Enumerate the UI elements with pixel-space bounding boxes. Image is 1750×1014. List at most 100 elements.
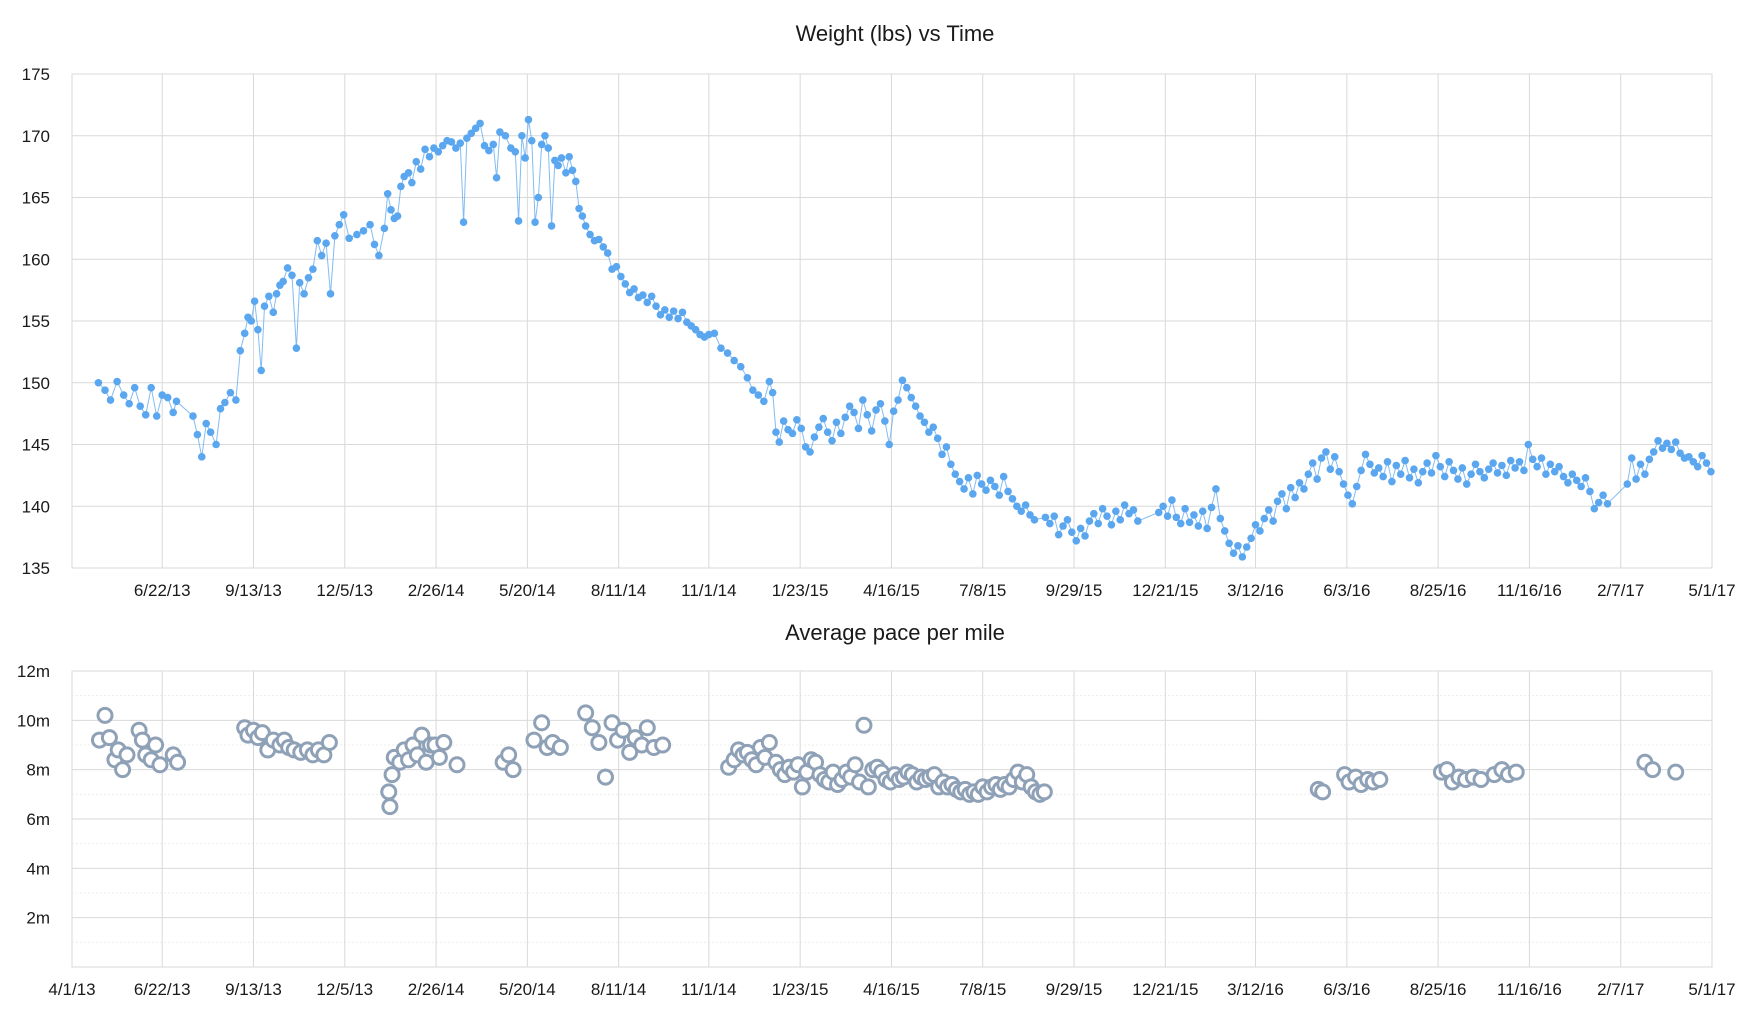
- data-point: [894, 396, 902, 404]
- data-point: [881, 417, 889, 425]
- data-point: [531, 218, 539, 226]
- data-point: [1524, 440, 1533, 449]
- data-point: [1594, 498, 1603, 507]
- data-point: [754, 391, 763, 399]
- data-point: [1685, 453, 1693, 461]
- chart-title: Average pace per mile: [785, 620, 1005, 645]
- data-point: [863, 411, 872, 419]
- data-point: [617, 272, 625, 281]
- data-point: [500, 746, 518, 764]
- data-point: [326, 290, 335, 298]
- data-point: [1528, 455, 1537, 464]
- data-point: [125, 399, 133, 408]
- data-point: [749, 386, 757, 394]
- x-tick-label: 2/7/17: [1597, 980, 1644, 999]
- x-tick-label: 4/1/13: [48, 980, 95, 999]
- data-point: [1326, 465, 1335, 474]
- y-tick-label: 140: [22, 497, 50, 516]
- data-point: [1046, 519, 1054, 528]
- y-tick-label: 12m: [17, 662, 50, 681]
- data-point: [114, 761, 132, 779]
- data-point: [621, 743, 639, 761]
- data-point: [938, 450, 946, 459]
- data-point: [1348, 499, 1357, 508]
- x-tick-label: 3/12/16: [1227, 581, 1284, 600]
- data-point: [1676, 449, 1684, 457]
- data-point: [916, 412, 924, 420]
- x-tick-label: 5/20/14: [499, 980, 556, 999]
- data-point: [841, 413, 850, 422]
- data-point: [147, 736, 165, 754]
- data-point: [1418, 467, 1427, 476]
- data-point: [1269, 517, 1277, 525]
- data-point: [1603, 499, 1612, 508]
- data-point: [375, 251, 383, 260]
- data-point: [430, 748, 448, 766]
- data-point: [1286, 483, 1295, 492]
- data-point: [331, 231, 339, 240]
- data-point: [656, 311, 665, 319]
- data-point: [283, 264, 292, 272]
- data-point: [1304, 470, 1313, 478]
- data-point: [524, 115, 533, 124]
- data-point: [638, 719, 656, 737]
- data-point: [775, 438, 784, 446]
- data-point: [1068, 528, 1076, 536]
- data-point: [189, 412, 197, 420]
- data-point: [1035, 783, 1053, 801]
- data-point: [643, 298, 652, 307]
- data-point: [452, 144, 460, 152]
- data-point: [463, 134, 471, 143]
- data-point: [1159, 502, 1167, 511]
- data-point: [599, 243, 608, 251]
- data-point: [226, 388, 235, 397]
- data-point: [240, 329, 249, 338]
- data-point: [1693, 462, 1702, 471]
- data-point: [1645, 455, 1654, 464]
- data-point: [202, 419, 210, 428]
- data-point: [471, 124, 480, 133]
- data-point: [421, 145, 429, 154]
- data-point: [1636, 460, 1645, 469]
- data-point: [1698, 451, 1706, 460]
- data-point: [322, 239, 330, 247]
- x-tick-label: 8/25/16: [1410, 581, 1467, 600]
- y-tick-label: 6m: [26, 810, 50, 829]
- x-tick-label: 4/16/15: [863, 980, 920, 999]
- x-tick-label: 4/16/15: [863, 581, 920, 600]
- x-tick-label: 7/8/15: [959, 980, 1006, 999]
- data-point: [578, 212, 587, 220]
- data-point: [955, 477, 964, 486]
- data-point: [995, 491, 1004, 499]
- data-point: [581, 222, 590, 230]
- data-point: [665, 313, 674, 322]
- data-point: [1185, 518, 1194, 527]
- x-tick-label: 9/29/15: [1046, 980, 1103, 999]
- data-point: [855, 716, 873, 734]
- data-point: [106, 396, 115, 404]
- data-point: [393, 212, 402, 220]
- data-point: [947, 460, 955, 469]
- x-tick-label: 1/23/15: [772, 980, 829, 999]
- data-point: [1041, 513, 1050, 522]
- data-point: [1094, 519, 1103, 528]
- data-point: [925, 428, 933, 436]
- data-point: [480, 141, 489, 150]
- data-point: [639, 291, 647, 299]
- data-point: [1344, 491, 1352, 499]
- data-point: [292, 344, 301, 352]
- data-point: [1379, 472, 1387, 481]
- data-point: [1063, 516, 1072, 524]
- data-point: [1264, 506, 1273, 514]
- data-point: [221, 398, 229, 407]
- data-point: [335, 220, 344, 229]
- x-tick-label: 8/25/16: [1410, 980, 1467, 999]
- data-point: [380, 224, 389, 233]
- data-point: [130, 383, 139, 392]
- data-point: [1181, 504, 1189, 513]
- data-point: [100, 729, 118, 747]
- data-point: [434, 148, 443, 156]
- data-point: [1506, 456, 1515, 465]
